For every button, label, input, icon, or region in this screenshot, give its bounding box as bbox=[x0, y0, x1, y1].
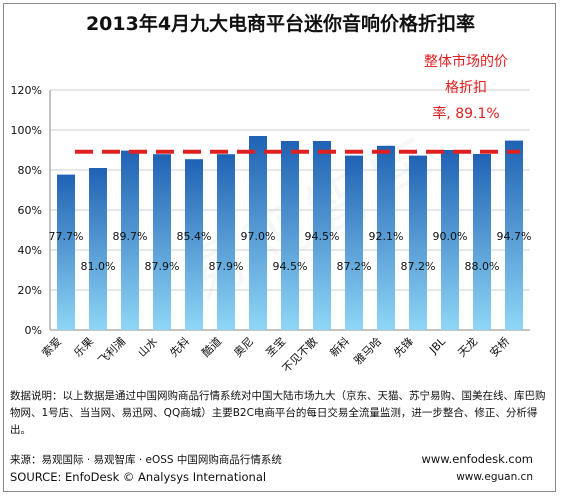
category-label: 先锋 bbox=[391, 335, 416, 360]
source-en: SOURCE: EnfoDesk © Analysys Internationa… bbox=[10, 470, 267, 484]
category-label: 不见不散 bbox=[279, 334, 320, 375]
bar bbox=[473, 154, 491, 330]
bar bbox=[313, 141, 331, 330]
bar bbox=[345, 155, 363, 330]
bar bbox=[249, 136, 267, 330]
y-tick-label: 20% bbox=[18, 284, 42, 297]
data-label: 81.0% bbox=[81, 260, 116, 273]
category-label: 新科 bbox=[327, 334, 352, 359]
data-label: 87.9% bbox=[209, 260, 244, 273]
data-label: 87.9% bbox=[145, 260, 180, 273]
bar bbox=[121, 150, 139, 330]
bar-chart: 77.7% 81.0% 89.7% 87.9% 85.4% 87.9% 97.0% 94.5%… bbox=[11, 84, 532, 375]
category-label: 天龙 bbox=[455, 335, 480, 360]
category-label: 飞利浦 bbox=[96, 335, 129, 368]
y-tick-label: 120% bbox=[11, 84, 42, 97]
chart-title: 2013年4月九大电商平台迷你音响价格折扣率 bbox=[85, 13, 476, 35]
reference-note-line-3: 率, 89.1% bbox=[432, 106, 500, 122]
category-label: 安桥 bbox=[487, 334, 512, 359]
data-label: 89.7% bbox=[113, 230, 148, 243]
data-notes: 数据说明：以上数据是通过中国网购商品行情系统对中国大陆市场九大（京东、天猫、苏宁… bbox=[10, 390, 546, 436]
data-label: 87.2% bbox=[401, 260, 436, 273]
reference-note-line-1: 整体市场的价 bbox=[424, 54, 508, 70]
bar bbox=[57, 174, 75, 330]
y-tick-label: 80% bbox=[18, 164, 42, 177]
bar bbox=[281, 141, 299, 330]
data-label: 97.0% bbox=[241, 230, 276, 243]
data-label: 92.1% bbox=[369, 230, 404, 243]
y-tick-label: 0% bbox=[25, 324, 42, 337]
data-label: 94.5% bbox=[273, 260, 308, 273]
bar bbox=[409, 155, 427, 330]
bar bbox=[377, 145, 395, 330]
footer-url-enfodesk: www.enfodesk.com bbox=[421, 452, 533, 466]
bar bbox=[217, 154, 235, 330]
data-label: 90.0% bbox=[433, 230, 468, 243]
reference-note-line-2: 格折扣 bbox=[445, 80, 487, 96]
category-label: 先科 bbox=[167, 334, 192, 359]
data-label: 85.4% bbox=[177, 230, 212, 243]
data-label: 94.5% bbox=[305, 230, 340, 243]
source-cn: 来源：易观国际 · 易观智库 · eOSS 中国网购商品行情系统 bbox=[10, 454, 282, 466]
bar bbox=[441, 150, 459, 330]
category-label: 雅马哈 bbox=[351, 334, 384, 367]
footer-url-eguan: www.eguan.cn bbox=[456, 471, 533, 483]
y-tick-label: 60% bbox=[18, 204, 42, 217]
y-tick-label: 100% bbox=[11, 124, 42, 137]
bar bbox=[89, 168, 107, 330]
bar bbox=[153, 154, 171, 330]
y-tick-label: 40% bbox=[18, 244, 42, 257]
data-label: 94.7% bbox=[497, 230, 532, 243]
category-label: 奥尼 bbox=[231, 334, 256, 359]
bar bbox=[185, 159, 203, 330]
category-label: 酷道 bbox=[199, 334, 224, 359]
bar bbox=[505, 140, 523, 330]
data-label: 87.2% bbox=[337, 260, 372, 273]
category-label: JBL bbox=[426, 334, 448, 356]
data-label: 88.0% bbox=[465, 260, 500, 273]
data-label: 77.7% bbox=[49, 230, 84, 243]
category-label: 乐果 bbox=[71, 335, 96, 360]
category-label: 山水 bbox=[135, 335, 160, 360]
category-label: 索爱 bbox=[39, 334, 64, 359]
category-label: 圣宝 bbox=[263, 334, 288, 359]
